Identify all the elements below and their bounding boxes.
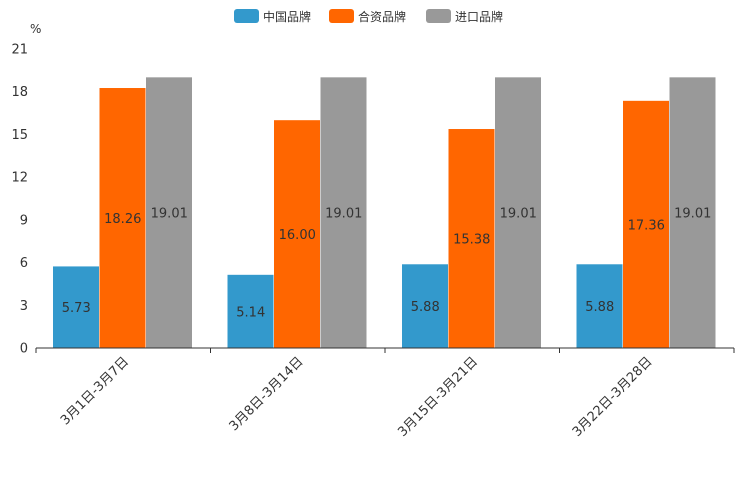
bar-series2-cat1[interactable] bbox=[99, 88, 146, 348]
bar-series3-cat2[interactable] bbox=[320, 77, 367, 349]
x-axis: 3月1日-3月7日 3月8日-3月14日 3月15日-3月21日 3月22日-3月28… bbox=[35, 347, 735, 440]
bar-value-label: 5.88 bbox=[585, 300, 614, 315]
bar-value-label: 16.00 bbox=[279, 228, 316, 243]
bar-value-label: 5.73 bbox=[62, 301, 91, 316]
bar-series1-cat3[interactable] bbox=[402, 264, 448, 348]
bar-series2-cat3[interactable] bbox=[448, 129, 495, 348]
bar-series3-cat3[interactable] bbox=[495, 77, 541, 349]
y-tick-label: 6 bbox=[20, 256, 28, 271]
legend-label-1[interactable]: 中国品牌 bbox=[263, 9, 311, 24]
y-axis: 0 3 6 9 12 15 18 21 bbox=[11, 43, 28, 357]
y-tick-label: 3 bbox=[20, 299, 28, 314]
bar-value-label: 19.01 bbox=[325, 207, 362, 222]
bar-series3-cat1[interactable] bbox=[146, 77, 192, 349]
bar-value-labels: 5.73 18.26 19.01 5.14 16.00 19.01 5.88 15.38 19.… bbox=[62, 207, 712, 321]
y-tick-label: 18 bbox=[11, 85, 28, 100]
y-tick-label: 15 bbox=[11, 128, 28, 143]
legend-label-3[interactable]: 进口品牌 bbox=[455, 10, 503, 24]
bar-value-label: 19.01 bbox=[500, 207, 537, 222]
bar-series1-cat1[interactable] bbox=[53, 266, 99, 348]
x-category-label: 3月15日-3月21日 bbox=[395, 354, 481, 440]
bar-series3-cat4[interactable] bbox=[669, 77, 716, 349]
x-category-label: 3月1日-3月7日 bbox=[58, 354, 132, 428]
legend-label-2[interactable]: 合资品牌 bbox=[358, 9, 406, 24]
legend: 中国品牌 合资品牌 进口品牌 bbox=[234, 9, 503, 24]
bar-value-label: 17.36 bbox=[628, 218, 665, 233]
y-tick-label: 21 bbox=[11, 43, 28, 58]
y-axis-unit-label: % bbox=[30, 22, 41, 36]
y-tick-label: 9 bbox=[20, 213, 28, 228]
legend-swatch-1[interactable] bbox=[234, 9, 259, 23]
x-category-label: 3月8日-3月14日 bbox=[227, 354, 307, 434]
bar-series1-cat4[interactable] bbox=[576, 264, 623, 348]
legend-swatch-2[interactable] bbox=[329, 9, 354, 23]
bar-value-label: 15.38 bbox=[453, 233, 490, 248]
y-tick-label: 12 bbox=[11, 171, 28, 186]
bar-value-label: 5.88 bbox=[411, 300, 440, 315]
bar-value-label: 19.01 bbox=[151, 207, 188, 222]
bars bbox=[53, 77, 716, 349]
legend-swatch-3[interactable] bbox=[426, 9, 451, 23]
x-category-label: 3月22日-3月28日 bbox=[570, 354, 656, 440]
bar-value-label: 19.01 bbox=[674, 207, 711, 222]
bar-value-label: 18.26 bbox=[104, 212, 141, 227]
bar-series2-cat2[interactable] bbox=[274, 120, 320, 348]
bar-series2-cat4[interactable] bbox=[623, 100, 669, 349]
y-tick-label: 0 bbox=[20, 342, 28, 357]
bar-series1-cat2[interactable] bbox=[227, 274, 274, 348]
bar-value-label: 5.14 bbox=[236, 305, 265, 320]
